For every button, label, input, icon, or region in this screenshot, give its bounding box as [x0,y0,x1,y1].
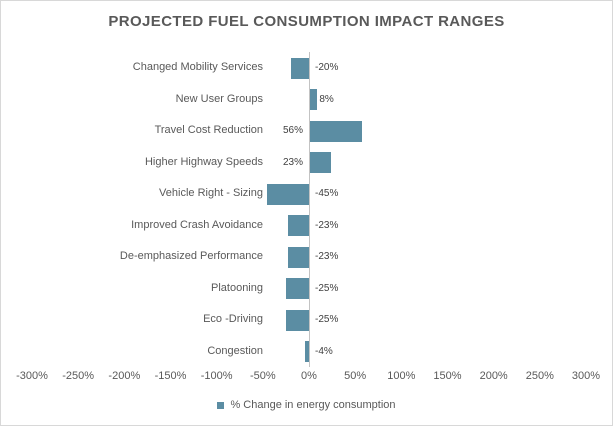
legend: % Change in energy consumption [1,399,612,411]
category-label: Changed Mobility Services [132,61,263,73]
chart-title: PROJECTED FUEL CONSUMPTION IMPACT RANGES [108,13,505,30]
zero-axis-line [309,52,310,367]
x-tick-label: 100% [387,370,416,382]
bar-row: De-emphasized Performance -23% [32,241,586,273]
x-tick-label: -200% [108,370,141,382]
category-label: Congestion [207,344,263,357]
bar [310,152,332,173]
x-tick-label: -100% [200,370,233,382]
x-tick-label: -300% [16,370,48,382]
category-label: Eco -Driving [203,313,263,325]
bar [287,246,309,268]
value-label: 56% [282,125,303,136]
x-tick-label: 250% [525,370,554,382]
category-label: New User Groups [175,92,263,105]
bar [285,278,309,299]
category-label: Higher Highway Speeds [144,155,263,168]
x-tick-label: -250% [62,370,95,382]
bar-row: Platooning -25% [32,273,586,305]
value-label: -23% [315,219,339,231]
x-axis: -300% -250% -200% -150% -100% -50% 0% 50% 100% 15… [1,370,612,385]
x-tick-label: 0% [301,370,317,382]
value-label: -20% [315,62,339,73]
value-label: -4% [315,345,333,357]
value-label: -23% [315,251,339,262]
category-label: Travel Cost Reduction [154,124,263,136]
bar [290,57,309,79]
value-label: -25% [315,314,339,325]
category-label: Vehicle Right - Sizing [159,187,263,199]
bar-row: Higher Highway Speeds 23% [32,147,586,179]
category-label: De-emphasized Performance [119,250,263,262]
bar-row: Congestion -4% [32,336,586,368]
legend-label: % Change in energy consumption [230,399,396,411]
value-label: -25% [315,282,339,294]
bar [310,120,362,142]
bar [287,215,309,236]
bar [310,89,318,110]
x-tick-label: 200% [479,370,508,382]
bar-row: New User Groups 8% [32,84,586,116]
x-tick-label: -150% [154,370,187,382]
bar [267,183,309,205]
value-label: -45% [315,188,339,199]
bar-row: Changed Mobility Services -20% [32,52,586,84]
category-label: Improved Crash Avoidance [131,218,263,231]
bar-row: Vehicle Right - Sizing -45% [32,178,586,210]
legend-swatch-icon [217,401,225,409]
x-tick-label: 150% [433,370,462,382]
bar-row: Eco -Driving -25% [32,304,586,336]
value-label: 23% [282,156,303,168]
x-tick-label: 300% [571,370,601,382]
value-label: 8% [319,93,334,105]
bar-row: Travel Cost Reduction 56% [32,115,586,147]
x-tick-label: -50% [249,370,276,382]
bar-row: Improved Crash Avoidance -23% [32,210,586,242]
category-label: Platooning [211,281,263,294]
bar [305,341,309,362]
bar [285,309,309,331]
x-tick-label: 50% [344,370,367,382]
plot-area: Changed Mobility Services -20% New User Gr… [32,52,586,367]
